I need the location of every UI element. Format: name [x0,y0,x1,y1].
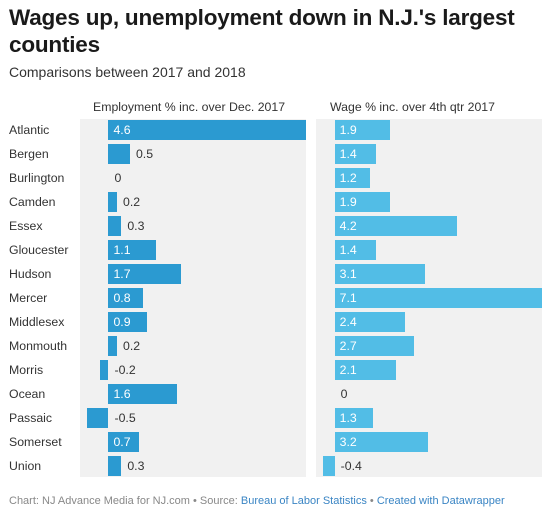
employment-value-monmouth: 0.2 [123,339,141,353]
employment-bar-camden [108,192,118,212]
employment-value-bergen: 0.5 [135,147,154,161]
chart-subtitle: Comparisons between 2017 and 2018 [9,64,246,80]
employment-value-hudson: 1.7 [113,267,131,281]
employment-value-middlesex: 0.9 [113,315,131,329]
wage-value-ocean: 0 [340,387,348,401]
wage-bar-middlesex [334,312,405,332]
employment-bar-middlesex [108,312,148,332]
county-label-morris: Morris [9,363,44,377]
county-label-essex: Essex [9,219,43,233]
employment-value-mercer: 0.8 [113,291,131,305]
employment-value-passaic: -0.5 [114,411,136,425]
employment-bar-passaic [87,408,109,428]
wage-bar-somerset [334,432,429,452]
employment-value-atlantic: 4.6 [113,123,131,137]
employment-value-essex: 0.3 [127,219,145,233]
employment-bar-gloucester [108,240,156,260]
wage-value-burlington: 1.2 [339,171,357,185]
wage-value-camden: 1.9 [339,195,357,209]
employment-value-somerset: 0.7 [113,435,131,449]
wage-value-gloucester: 1.4 [339,243,357,257]
employment-bar-somerset [108,432,139,452]
county-label-passaic: Passaic [9,411,53,425]
county-label-bergen: Bergen [9,147,49,161]
wage-bar-passaic [334,408,373,428]
county-label-middlesex: Middlesex [9,315,65,329]
wage-value-hudson: 3.1 [339,267,357,281]
wage-bar-camden [334,192,391,212]
county-label-burlington: Burlington [9,171,65,185]
employment-value-union: 0.3 [127,459,145,473]
employment-value-morris: -0.2 [114,363,136,377]
employment-bar-ocean [108,384,178,404]
wage-bar-morris [334,360,396,380]
employment-bar-monmouth [108,336,118,356]
employment-bar-morris [99,360,109,380]
wage-value-mercer: 7.1 [339,291,357,305]
wage-value-bergen: 1.4 [339,147,357,161]
wage-value-monmouth: 2.7 [339,339,357,353]
wage-bar-essex [334,216,458,236]
employment-value-burlington: 0 [114,171,122,185]
wage-bar-hudson [334,264,426,284]
employment-bar-essex [108,216,122,236]
wage-bar-monmouth [334,336,414,356]
wage-column-header: Wage % inc. over 4th qtr 2017 [330,100,495,114]
employment-value-ocean: 1.6 [113,387,131,401]
wage-bar-union [323,456,335,476]
wage-value-somerset: 3.2 [339,435,357,449]
county-label-ocean: Ocean [9,387,46,401]
wage-value-middlesex: 2.4 [339,315,357,329]
wage-bar-gloucester [334,240,376,260]
county-label-mercer: Mercer [9,291,48,305]
source-link[interactable]: Bureau of Labor Statistics [240,495,367,507]
county-label-camden: Camden [9,195,56,209]
chart-footer: Chart: NJ Advance Media for NJ.com • Sou… [9,495,505,507]
employment-bar-mercer [108,288,143,308]
wage-value-morris: 2.1 [339,363,357,377]
footer-separator: • [366,495,377,507]
footer-credit: Chart: NJ Advance Media for NJ.com • Sou… [9,495,241,507]
employment-bar-hudson [108,264,182,284]
county-label-atlantic: Atlantic [9,123,50,137]
wage-bar-bergen [334,144,376,164]
employment-column-header: Employment % inc. over Dec. 2017 [93,100,286,114]
county-label-hudson: Hudson [9,267,52,281]
county-label-somerset: Somerset [9,435,62,449]
wage-value-union: -0.4 [340,459,362,473]
employment-bar-atlantic [108,120,306,140]
employment-value-gloucester: 1.1 [113,243,131,257]
datawrapper-link[interactable]: Created with Datawrapper [376,495,505,507]
wage-value-passaic: 1.3 [339,411,357,425]
employment-bar-bergen [108,144,130,164]
employment-value-camden: 0.2 [123,195,141,209]
county-label-union: Union [9,459,42,473]
wage-bar-burlington [334,168,370,188]
wage-value-essex: 4.2 [339,219,357,233]
wage-bar-atlantic [334,120,391,140]
employment-bar-union [108,456,122,476]
wage-value-atlantic: 1.9 [339,123,357,137]
county-label-monmouth: Monmouth [9,339,68,353]
county-label-gloucester: Gloucester [9,243,69,257]
wage-bar-mercer [334,288,542,308]
chart-title: Wages up, unemployment down in N.J.'s la… [9,5,515,57]
